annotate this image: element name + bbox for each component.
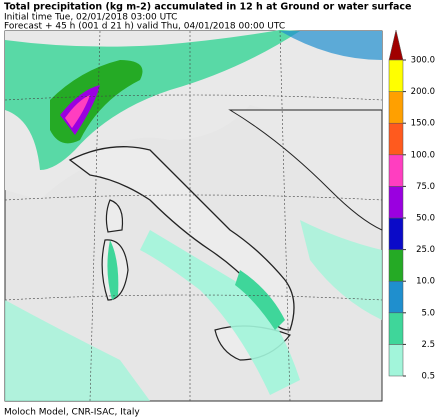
precip-ne — [280, 31, 382, 60]
colorbar-segment — [388, 280, 404, 314]
grid-line — [279, 30, 291, 402]
colorbar-segment — [388, 344, 404, 377]
colorbar-label: 150.0 — [411, 119, 435, 129]
precip-calabria — [235, 270, 285, 330]
colorbar-label: 200.0 — [411, 87, 435, 97]
balkans — [228, 109, 383, 231]
colorbar-label: 2.5 — [421, 340, 435, 350]
precip-peak — [65, 95, 90, 128]
colorbar-segment — [388, 154, 404, 187]
colorbar-label: 75.0 — [416, 182, 435, 192]
colorbar-segment — [388, 249, 404, 282]
initial-time: Initial time Tue, 02/01/2018 03:00 UTC — [4, 13, 177, 23]
colorbar-label: 10.0 — [416, 277, 435, 287]
precip-sw — [5, 300, 150, 401]
map — [4, 30, 383, 402]
colorbar-arrow — [388, 29, 404, 61]
colorbar: 0.5 2.5 5.0 10.0 25.0 50.0 75.0 100.0 150.0 200.0… — [388, 29, 435, 382]
graticule — [4, 30, 383, 402]
footer: Moloch Model, CNR-ISAC, Italy — [4, 408, 140, 418]
colorbar-segment — [388, 122, 404, 156]
precip-east — [300, 220, 382, 320]
colorbar-label: 0.5 — [421, 372, 435, 382]
precip-south — [140, 230, 300, 395]
colorbar-label: 100.0 — [411, 150, 435, 160]
forecast: Forecast + 45 h (001 d 21 h) valid Thu, … — [4, 22, 285, 32]
grid-line — [89, 30, 101, 402]
colorbar-label: 5.0 — [421, 308, 435, 318]
title: Total precipitation (kg m-2) accumulated… — [4, 2, 411, 13]
precip-sardinia — [107, 240, 119, 300]
colorbar-segment — [388, 59, 404, 92]
colorbar-label: 50.0 — [416, 214, 435, 224]
colorbar-segment — [388, 91, 404, 124]
colorbar-label: 25.0 — [416, 245, 435, 255]
colorbar-label: 300.0 — [411, 56, 435, 66]
grid-line — [4, 194, 383, 201]
grid-line — [4, 294, 383, 301]
colorbar-segment — [388, 217, 404, 250]
colorbar-segment — [388, 186, 404, 219]
corsica — [105, 199, 124, 233]
colorbar-segment — [388, 312, 404, 345]
grid-line — [4, 94, 383, 101]
